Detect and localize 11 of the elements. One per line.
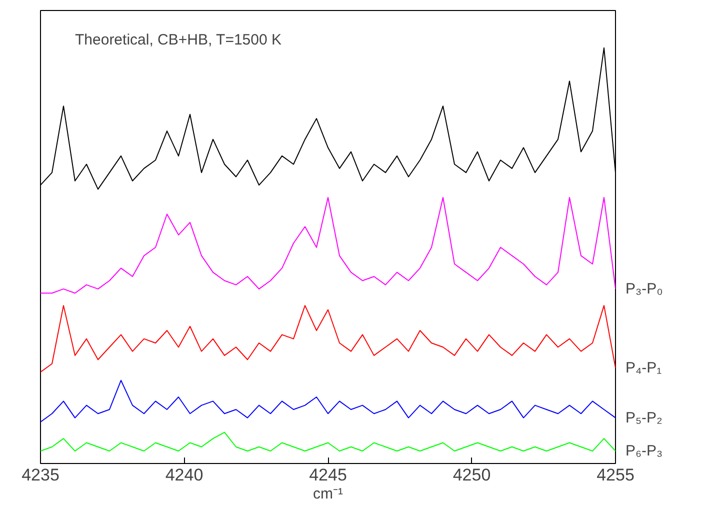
x-tick-label: 4240 bbox=[165, 466, 204, 484]
x-axis-title: cm⁻¹ bbox=[313, 486, 344, 502]
x-tick-label: 4245 bbox=[309, 466, 347, 484]
series-label: P₃-P₀ bbox=[626, 280, 663, 298]
chart-title: Theoretical, CB+HB, T=1500 K bbox=[75, 32, 282, 48]
series-label: P₆-P₃ bbox=[626, 442, 663, 460]
x-tick-label: 4255 bbox=[596, 466, 634, 484]
x-tick-label: 4235 bbox=[22, 466, 60, 484]
series-label: P₅-P₂ bbox=[626, 409, 663, 426]
series-label: P₄-P₁ bbox=[626, 359, 662, 376]
x-tick-label: 4250 bbox=[452, 466, 491, 484]
